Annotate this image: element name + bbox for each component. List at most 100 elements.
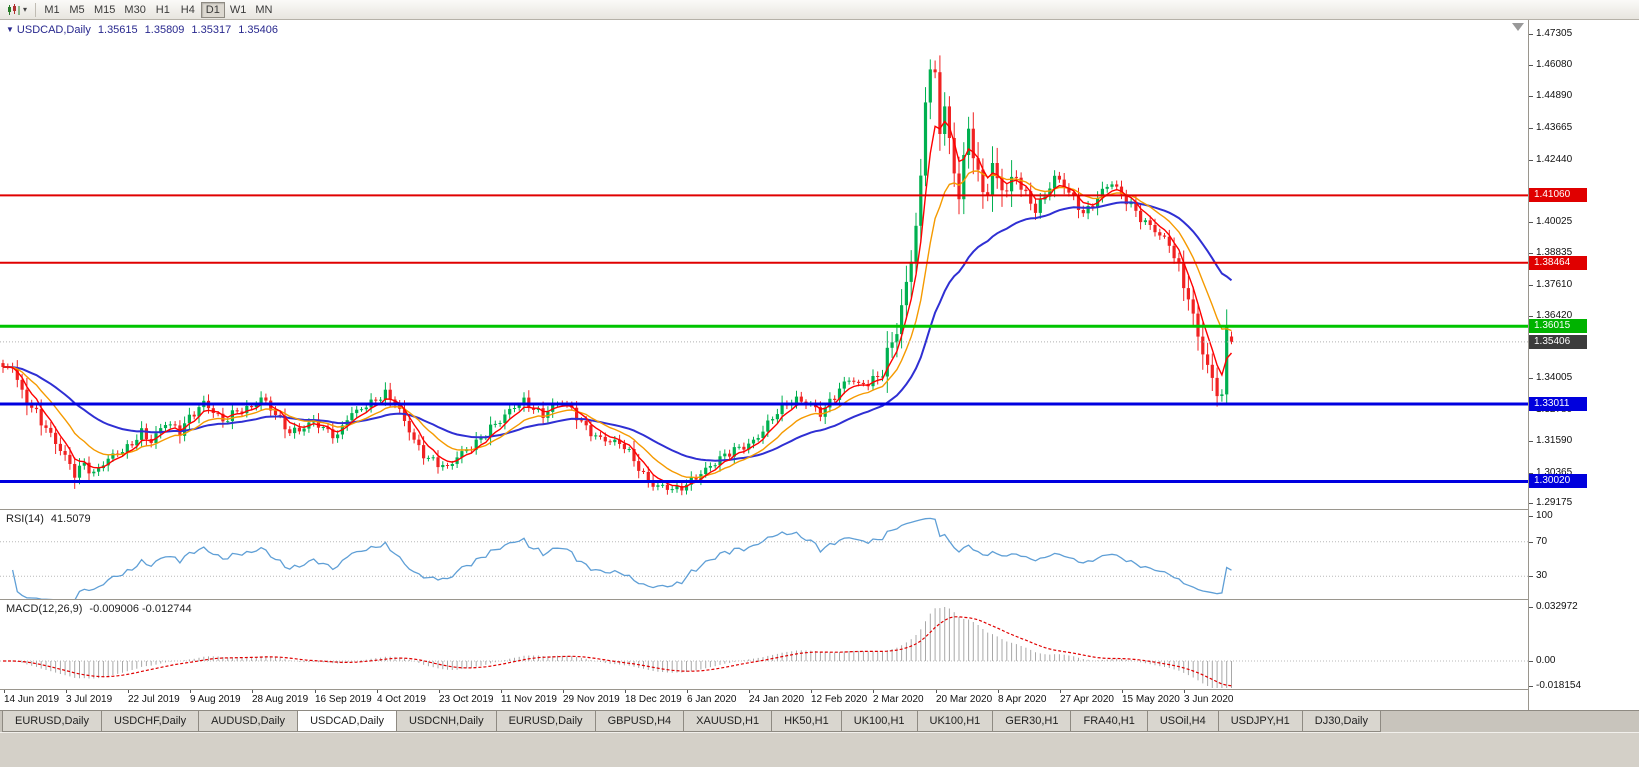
timeframe-button-h4[interactable]: H4	[180, 3, 195, 16]
price-tick: 1.44890	[1528, 90, 1573, 101]
date-label: 23 Oct 2019	[439, 694, 494, 705]
chart-tab-15-dj30-daily[interactable]: DJ30,Daily	[1301, 711, 1381, 732]
timeframe-button-m30[interactable]: M30	[124, 3, 146, 16]
date-label: 9 Aug 2019	[190, 694, 241, 705]
date-label: 2 Mar 2020	[873, 694, 924, 705]
chart-tab-3-usdcad-daily[interactable]: USDCAD,Daily	[297, 711, 398, 732]
date-label: 8 Apr 2020	[998, 694, 1047, 705]
low-value: 1.35317	[191, 24, 232, 36]
time-tick-mark	[315, 690, 316, 693]
chart-tab-4-usdcnh-daily[interactable]: USDCNH,Daily	[396, 711, 497, 732]
chart-tab-11-ger30-h1[interactable]: GER30,H1	[992, 711, 1072, 732]
macd-scale-tick: -0.018154	[1528, 680, 1582, 691]
price-tick: 1.34005	[1528, 372, 1573, 383]
chart-tab-2-audusd-daily[interactable]: AUDUSD,Daily	[198, 711, 299, 732]
time-tick-mark	[501, 690, 502, 693]
date-label: 28 Aug 2019	[252, 694, 309, 705]
date-label: 14 Jun 2019	[4, 694, 60, 705]
date-label: 16 Sep 2019	[315, 694, 372, 705]
macd-values: -0.009006 -0.012744	[89, 603, 192, 615]
date-label: 18 Dec 2019	[625, 694, 682, 705]
chart-tab-1-usdchf-daily[interactable]: USDCHF,Daily	[100, 711, 200, 732]
time-tick-mark	[1184, 690, 1185, 693]
macd-pane-canvas[interactable]	[0, 600, 1528, 690]
price-badge-1.41060: 1.41060	[1529, 188, 1587, 202]
ohlc-header: ▼ USDCAD,Daily 1.35615 1.35809 1.35317 1.3540…	[6, 24, 278, 36]
toolbar-separator	[35, 2, 37, 17]
date-label: 11 Nov 2019	[501, 694, 557, 705]
price-tick: 1.30365	[1528, 467, 1573, 478]
time-tick-mark	[1060, 690, 1061, 693]
time-tick-mark	[873, 690, 874, 693]
price-pane-canvas[interactable]	[0, 20, 1528, 510]
timeframe-button-m1[interactable]: M1	[44, 3, 60, 16]
price-badge-1.30020: 1.30020	[1529, 474, 1587, 488]
rsi-scale-tick: 100	[1529, 510, 1553, 521]
time-tick-mark	[4, 690, 5, 693]
time-tick-mark	[749, 690, 750, 693]
time-axis[interactable]: 14 Jun 2019 3 Jul 2019 22 Jul 2019 9 Aug 20…	[0, 690, 1528, 710]
rsi-pane-canvas[interactable]	[0, 510, 1528, 600]
time-tick-mark	[252, 690, 253, 693]
price-badge-1.35406: 1.35406	[1529, 335, 1587, 349]
price-tick: 1.36420	[1528, 310, 1573, 321]
pane-separator[interactable]	[0, 509, 1639, 510]
time-tick-mark	[1122, 690, 1123, 693]
time-tick-mark	[66, 690, 67, 693]
date-label: 3 Jul 2019	[66, 694, 113, 705]
price-tick: 1.31590	[1528, 435, 1573, 446]
price-axis[interactable]: 1.47305 1.46080 1.44890 1.43665 1.42440 1.400…	[1528, 20, 1639, 710]
close-value: 1.35406	[238, 24, 278, 36]
date-label: 24 Jan 2020	[749, 694, 805, 705]
pane-separator	[0, 689, 1639, 690]
macd-header: MACD(12,26,9) -0.009006 -0.012744	[6, 603, 192, 615]
time-tick-mark	[563, 690, 564, 693]
time-tick-mark	[625, 690, 626, 693]
timeframe-button-m15[interactable]: M15	[94, 3, 116, 16]
timeframe-button-w1[interactable]: W1	[229, 3, 247, 16]
time-tick-mark	[936, 690, 937, 693]
date-label: 6 Jan 2020	[687, 694, 737, 705]
time-tick-mark	[687, 690, 688, 693]
price-tick: 1.37610	[1528, 279, 1573, 290]
rsi-value: 41.5079	[50, 513, 91, 525]
timeframe-button-h1[interactable]: H1	[155, 3, 170, 16]
chart-tab-6-gbpusd-h4[interactable]: GBPUSD,H4	[594, 711, 685, 732]
rsi-scale-tick: 70	[1528, 536, 1548, 547]
status-bar	[0, 732, 1639, 767]
symbol-marker-icon[interactable]: ▼	[6, 25, 14, 34]
high-value: 1.35809	[144, 24, 185, 36]
chart-tab-14-usdjpy-h1[interactable]: USDJPY,H1	[1217, 711, 1303, 732]
time-tick-mark	[128, 690, 129, 693]
price-tick: 1.46080	[1528, 59, 1573, 70]
rsi-label: RSI(14)	[6, 513, 44, 525]
macd-label: MACD(12,26,9)	[6, 603, 83, 615]
chart-tabs-bar: EURUSD,Daily USDCHF,Daily AUDUSD,Daily USDC…	[0, 710, 1639, 732]
time-tick-mark	[811, 690, 812, 693]
time-tick-mark	[190, 690, 191, 693]
date-label: 15 May 2020	[1122, 694, 1180, 705]
price-badge-1.38464: 1.38464	[1529, 256, 1587, 270]
chart-tab-8-hk50-h1[interactable]: HK50,H1	[771, 711, 842, 732]
date-label: 3 Jun 2020	[1184, 694, 1234, 705]
chart-tab-0-eurusd-daily[interactable]: EURUSD,Daily	[2, 711, 102, 732]
price-tick: 1.43665	[1528, 122, 1573, 133]
chart-tab-5-eurusd-daily[interactable]: EURUSD,Daily	[495, 711, 596, 732]
chart-tab-7-xauusd-h1[interactable]: XAUUSD,H1	[683, 711, 773, 732]
time-tick-mark	[377, 690, 378, 693]
time-tick-mark	[439, 690, 440, 693]
date-label: 20 Mar 2020	[936, 694, 993, 705]
timeframe-button-d1[interactable]: D1	[200, 1, 225, 18]
chart-type-button[interactable]: ▾	[3, 1, 31, 18]
timeframe-toolbar: ▾ M1 M5 M15 M30 H1 H4 D1 W1 MN	[0, 0, 1639, 20]
symbol-period-label: USDCAD,Daily	[16, 24, 91, 36]
period-buttons-group: M1 M5 M15 M30 H1 H4 D1 W1 MN	[40, 0, 277, 19]
pane-separator[interactable]	[0, 599, 1639, 600]
timeframe-button-m5[interactable]: M5	[69, 3, 85, 16]
chart-tab-12-fra40-h1[interactable]: FRA40,H1	[1070, 711, 1148, 732]
timeframe-button-mn[interactable]: MN	[255, 3, 273, 16]
chart-tab-9-uk100-h1[interactable]: UK100,H1	[840, 711, 918, 732]
chart-tab-10-uk100-h1[interactable]: UK100,H1	[916, 711, 994, 732]
chart-tab-13-usoil-h4[interactable]: USOil,H4	[1146, 711, 1219, 732]
date-label: 27 Apr 2020	[1060, 694, 1114, 705]
